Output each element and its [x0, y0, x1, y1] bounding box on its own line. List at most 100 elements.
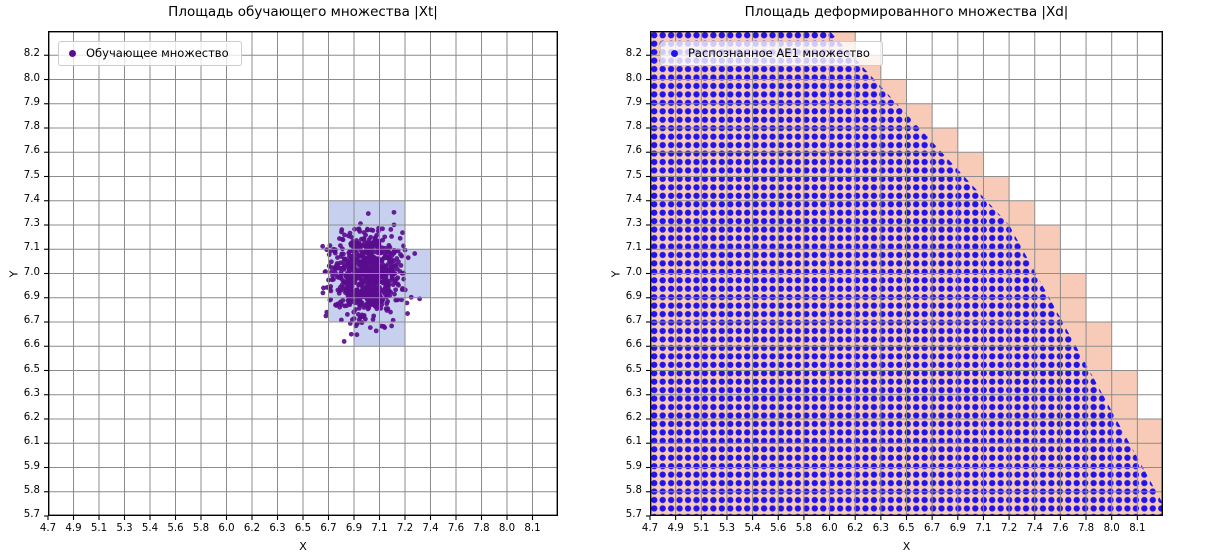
x-tick-label: 6.3 [269, 523, 286, 534]
plot-area [646, 30, 1164, 520]
y-tick-label: 6.1 [23, 436, 40, 448]
y-tick-label: 7.4 [23, 193, 40, 205]
x-tick-label: 5.6 [167, 523, 184, 534]
y-tick-label: 7.1 [625, 242, 642, 254]
y-tick-label: 6.9 [625, 290, 642, 302]
x-tick-label: 7.2 [396, 523, 414, 534]
x-tick-label: 7.2 [1000, 523, 1018, 534]
x-tick-label: 5.4 [744, 523, 761, 534]
y-tick-label: 7.9 [625, 96, 642, 108]
x-tick-label: 4.9 [667, 523, 684, 534]
x-tick-label: 7.4 [1026, 523, 1043, 534]
plot-spine [47, 30, 559, 517]
x-tick-label: 5.3 [116, 523, 133, 534]
x-tick-label: 6.2 [243, 523, 261, 534]
legend: Обучающее множество [58, 41, 242, 66]
y-tick-label: 7.6 [625, 145, 642, 157]
x-tick-label: 8.1 [1129, 523, 1146, 534]
y-tick-label: 7.8 [625, 121, 642, 132]
y-tick-label: 8.0 [625, 72, 642, 84]
x-tick-label: 5.6 [770, 523, 787, 534]
x-tick-label: 6.2 [847, 523, 864, 534]
x-tick-label: 6.9 [949, 523, 966, 534]
y-tick-label: 6.6 [23, 339, 40, 351]
x-tick-label: 5.8 [192, 523, 210, 534]
x-tick-labels: 4.7 4.9 5.1 5.3 5.4 5.6 5.8 6.0 6.2 6.3 6.5 6.7 6.9 7… [40, 31, 558, 534]
x-tick-label: 4.7 [39, 523, 57, 534]
y-tick-label: 6.2 [23, 412, 40, 423]
x-axis-label: X [299, 540, 307, 553]
x-tick-label: 6.7 [320, 523, 337, 534]
tick-marks [44, 54, 534, 520]
x-tick-label: 6.5 [898, 523, 915, 534]
x-tick-labels: 4.7 4.9 5.1 5.3 5.4 5.6 5.8 6.0 6.2 6.3 6.5 6.7 6.9 7… [642, 31, 1163, 534]
y-tick-label: 7.5 [23, 169, 40, 181]
y-tick-label: 7.3 [625, 218, 642, 229]
y-tick-label: 6.5 [23, 363, 40, 375]
x-tick-label: 6.3 [872, 523, 889, 534]
y-tick-label: 7.6 [23, 145, 40, 157]
x-tick-label: 7.4 [422, 523, 439, 534]
plot-title: Площадь деформированного множества |Xd| [744, 4, 1069, 20]
y-tick-label: 7.4 [625, 193, 642, 205]
legend-label: Обучающее множество [86, 46, 229, 60]
y-tick-label: 7.0 [625, 266, 642, 278]
y-tick-labels: 5.7 5.8 5.9 6.1 6.2 6.3 6.5 6.6 6.7 6.9 7.0 7.1 7.3 7… [24, 31, 558, 520]
x-tick-label: 7.8 [1077, 523, 1095, 534]
y-tick-label: 6.5 [625, 363, 642, 375]
y-tick-label: 7.0 [23, 266, 40, 278]
plot-deformed-set: Площадь деформированного множества |Xd| … [610, 4, 1164, 553]
y-tick-label: 8.2 [625, 48, 642, 60]
x-tick-label: 6.9 [345, 523, 363, 534]
x-tick-label: 7.1 [371, 523, 388, 534]
plot-training-set: Площадь обучающего множества |Xt| Y X 4.… [8, 4, 559, 553]
x-tick-label: 6.0 [821, 523, 838, 534]
grid-lines [650, 31, 1163, 516]
y-tick-label: 5.8 [625, 484, 642, 496]
x-tick-label: 7.6 [447, 523, 465, 534]
x-tick-label: 8.1 [524, 523, 541, 534]
y-tick-label: 7.8 [23, 121, 40, 132]
x-tick-label: 6.7 [924, 523, 941, 534]
y-tick-label: 6.2 [625, 412, 642, 423]
x-tick-label: 8.0 [498, 523, 516, 534]
x-tick-label: 4.9 [65, 523, 82, 534]
y-tick-label: 6.7 [23, 315, 40, 326]
y-tick-label: 6.1 [625, 436, 642, 448]
x-tick-label: 6.0 [218, 523, 235, 534]
legend-marker-icon [671, 49, 678, 57]
legend-label: Распознанное АЕ1 множество [688, 46, 870, 60]
x-tick-label: 5.1 [693, 523, 710, 534]
y-tick-label: 7.9 [23, 96, 40, 108]
y-tick-label: 8.0 [23, 72, 40, 84]
y-tick-label: 5.8 [23, 484, 40, 496]
y-tick-label: 7.3 [23, 218, 40, 229]
x-tick-label: 5.1 [90, 523, 108, 534]
y-tick-label: 6.3 [23, 387, 40, 399]
y-tick-label: 7.1 [23, 242, 40, 254]
plot-spine [649, 30, 1164, 517]
x-tick-label: 7.8 [473, 523, 490, 534]
x-tick-label: 8.0 [1103, 523, 1120, 534]
x-tick-label: 5.4 [141, 523, 159, 534]
y-tick-label: 5.7 [23, 509, 40, 520]
y-tick-label: 6.6 [625, 339, 642, 351]
x-tick-label: 4.7 [641, 523, 659, 534]
plot-title: Площадь обучающего множества |Xt| [168, 4, 438, 20]
y-tick-labels: 5.7 5.8 5.9 6.1 6.2 6.3 6.5 6.6 6.7 6.9 7.0 7.1 7.3 7… [626, 31, 1163, 520]
y-tick-label: 6.7 [625, 315, 642, 326]
y-tick-label: 7.5 [625, 169, 642, 181]
x-tick-label: 5.8 [795, 523, 812, 534]
plot-area [44, 30, 559, 520]
x-tick-label: 7.1 [975, 523, 992, 534]
x-tick-label: 7.6 [1052, 523, 1069, 534]
y-tick-label: 8.2 [23, 48, 40, 60]
x-tick-label: 6.5 [294, 523, 312, 534]
y-tick-label: 6.3 [625, 387, 642, 399]
legend-marker-icon [69, 49, 76, 57]
y-tick-label: 5.9 [23, 460, 40, 472]
legend: Распознанное АЕ1 множество [660, 41, 883, 66]
tick-marks [646, 54, 1138, 520]
y-tick-label: 5.9 [625, 460, 642, 472]
